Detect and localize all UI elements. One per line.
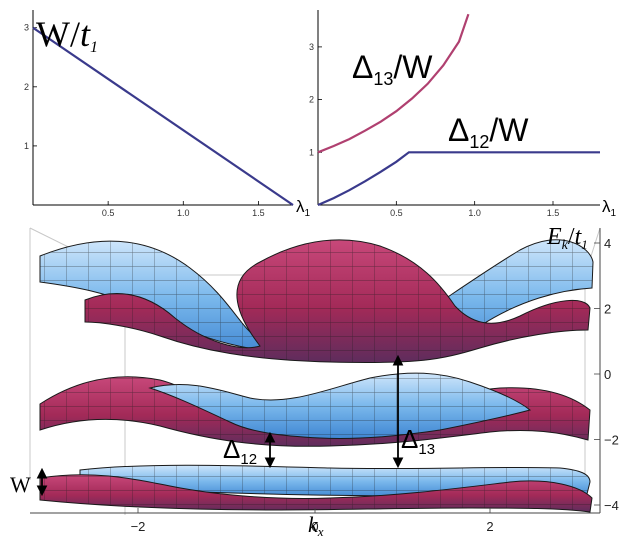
tr-ytick-label: 1 bbox=[309, 147, 314, 157]
surface-middle-band bbox=[39, 372, 591, 447]
tr-xlabel: λ1 bbox=[602, 197, 617, 219]
panel-top-left: 0.5 1.0 1.5 1 2 3 W/t1 λ1 bbox=[24, 10, 311, 219]
z-axis-label: Ek/t1 bbox=[546, 224, 588, 253]
x3d-tick-label: 2 bbox=[486, 519, 493, 534]
tr-xtick-label: 1.0 bbox=[468, 208, 481, 218]
z-ticks: 4 2 0 −2 −4 bbox=[594, 236, 619, 513]
tr-label-delta13: Δ13/W bbox=[352, 49, 433, 89]
tr-xtick-label: 0.5 bbox=[390, 208, 403, 218]
label-w: W bbox=[10, 472, 31, 497]
surface-upper-band bbox=[39, 239, 594, 363]
tr-ytick-label: 3 bbox=[309, 42, 314, 52]
z-tick-label: −4 bbox=[604, 498, 619, 513]
tr-ytick-label: 2 bbox=[309, 95, 314, 105]
label-delta13: Δ13 bbox=[401, 424, 435, 458]
tr-series-delta13 bbox=[317, 13, 470, 154]
tr-xtick-label: 1.5 bbox=[547, 208, 560, 218]
x-axis-3d-label: kx bbox=[308, 512, 324, 537]
tl-ytick-label: 2 bbox=[24, 82, 29, 92]
z-tick-label: −2 bbox=[604, 433, 619, 448]
tl-xtick-label: 1.0 bbox=[177, 208, 190, 218]
label-delta12: Δ12 bbox=[223, 434, 257, 468]
z-tick-label: 2 bbox=[604, 302, 611, 317]
tr-label-delta12: Δ12/W bbox=[448, 112, 529, 152]
panel-top-right: 0.5 1.0 1.5 1 2 3 Δ13/W Δ12/W λ1 bbox=[309, 10, 617, 219]
tl-xtick-label: 1.5 bbox=[252, 208, 265, 218]
x3d-tick-label: 0 bbox=[311, 519, 318, 534]
surface-lower-band bbox=[39, 464, 593, 513]
tr-ticks: 0.5 1.0 1.5 1 2 3 bbox=[309, 42, 559, 218]
tl-title: W/t1 bbox=[36, 14, 98, 56]
z-tick-label: 4 bbox=[604, 236, 611, 251]
tl-xtick-label: 0.5 bbox=[102, 208, 115, 218]
tl-ytick-label: 3 bbox=[24, 23, 29, 33]
tl-series-line bbox=[32, 26, 294, 206]
x3d-tick-label: −2 bbox=[131, 519, 146, 534]
tl-xlabel: λ1 bbox=[296, 197, 311, 219]
tl-ytick-label: 1 bbox=[24, 141, 29, 151]
z-tick-label: 0 bbox=[604, 367, 611, 382]
tr-series-delta12 bbox=[317, 151, 600, 207]
panel-bottom-3d: 4 2 0 −2 −4 −2 0 2 Δ12 Δ13 W Ek/t1 kx bbox=[10, 224, 619, 537]
tl-ticks: 0.5 1.0 1.5 1 2 3 bbox=[24, 23, 265, 218]
x3d-ticks: −2 0 2 bbox=[131, 508, 494, 534]
